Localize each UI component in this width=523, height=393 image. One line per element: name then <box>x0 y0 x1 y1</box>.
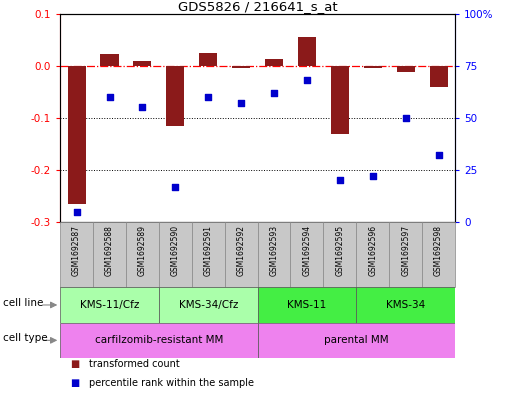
Text: GSM1692594: GSM1692594 <box>302 225 311 276</box>
Bar <box>257 222 290 287</box>
Bar <box>323 222 356 287</box>
Text: transformed count: transformed count <box>89 358 180 369</box>
Text: percentile rank within the sample: percentile rank within the sample <box>89 378 254 388</box>
Bar <box>363 66 382 68</box>
Bar <box>100 54 119 66</box>
Text: GSM1692598: GSM1692598 <box>434 225 443 275</box>
Text: GSM1692591: GSM1692591 <box>204 225 213 275</box>
Text: cell line: cell line <box>3 298 43 308</box>
Bar <box>232 66 250 68</box>
Point <box>369 173 377 179</box>
Point <box>72 208 81 215</box>
Text: ■: ■ <box>71 378 80 388</box>
Bar <box>159 222 192 287</box>
Point <box>138 104 146 111</box>
Bar <box>192 222 225 287</box>
Bar <box>331 66 349 134</box>
Bar <box>356 287 455 323</box>
Text: GSM1692588: GSM1692588 <box>105 225 114 275</box>
Text: KMS-34/Cfz: KMS-34/Cfz <box>178 300 238 310</box>
Text: GSM1692592: GSM1692592 <box>236 225 246 275</box>
Bar <box>159 287 257 323</box>
Text: KMS-11: KMS-11 <box>287 300 326 310</box>
Bar <box>199 53 217 66</box>
Bar <box>396 66 415 72</box>
Text: GSM1692596: GSM1692596 <box>368 225 377 276</box>
Point <box>336 177 344 184</box>
Text: GSM1692593: GSM1692593 <box>269 225 279 276</box>
Text: GSM1692589: GSM1692589 <box>138 225 147 275</box>
Text: carfilzomib-resistant MM: carfilzomib-resistant MM <box>95 335 223 345</box>
Bar <box>126 222 159 287</box>
Bar <box>60 222 93 287</box>
Bar <box>93 222 126 287</box>
Bar <box>225 222 257 287</box>
Bar <box>133 61 152 66</box>
Text: KMS-34: KMS-34 <box>386 300 425 310</box>
Text: ■: ■ <box>71 358 80 369</box>
Bar <box>60 287 159 323</box>
Point <box>402 115 410 121</box>
Text: GSM1692590: GSM1692590 <box>171 225 180 276</box>
Bar <box>290 222 323 287</box>
Point <box>435 152 443 158</box>
Text: parental MM: parental MM <box>324 335 389 345</box>
Bar <box>257 323 455 358</box>
Point <box>204 94 212 100</box>
Point <box>105 94 113 100</box>
Point <box>171 184 179 190</box>
Text: KMS-11/Cfz: KMS-11/Cfz <box>80 300 139 310</box>
Bar <box>67 66 86 204</box>
Text: GSM1692597: GSM1692597 <box>401 225 410 276</box>
Text: cell type: cell type <box>3 333 47 343</box>
Bar <box>429 66 448 86</box>
Bar <box>422 222 455 287</box>
Bar <box>356 222 389 287</box>
Bar <box>265 59 283 66</box>
Point <box>237 100 245 107</box>
Bar <box>298 37 316 66</box>
Text: GSM1692587: GSM1692587 <box>72 225 81 275</box>
Title: GDS5826 / 216641_s_at: GDS5826 / 216641_s_at <box>178 0 337 13</box>
Point <box>303 77 311 84</box>
Bar <box>257 287 356 323</box>
Text: GSM1692595: GSM1692595 <box>335 225 344 276</box>
Point <box>270 90 278 96</box>
Bar <box>60 323 257 358</box>
Bar <box>166 66 185 126</box>
Bar <box>389 222 422 287</box>
